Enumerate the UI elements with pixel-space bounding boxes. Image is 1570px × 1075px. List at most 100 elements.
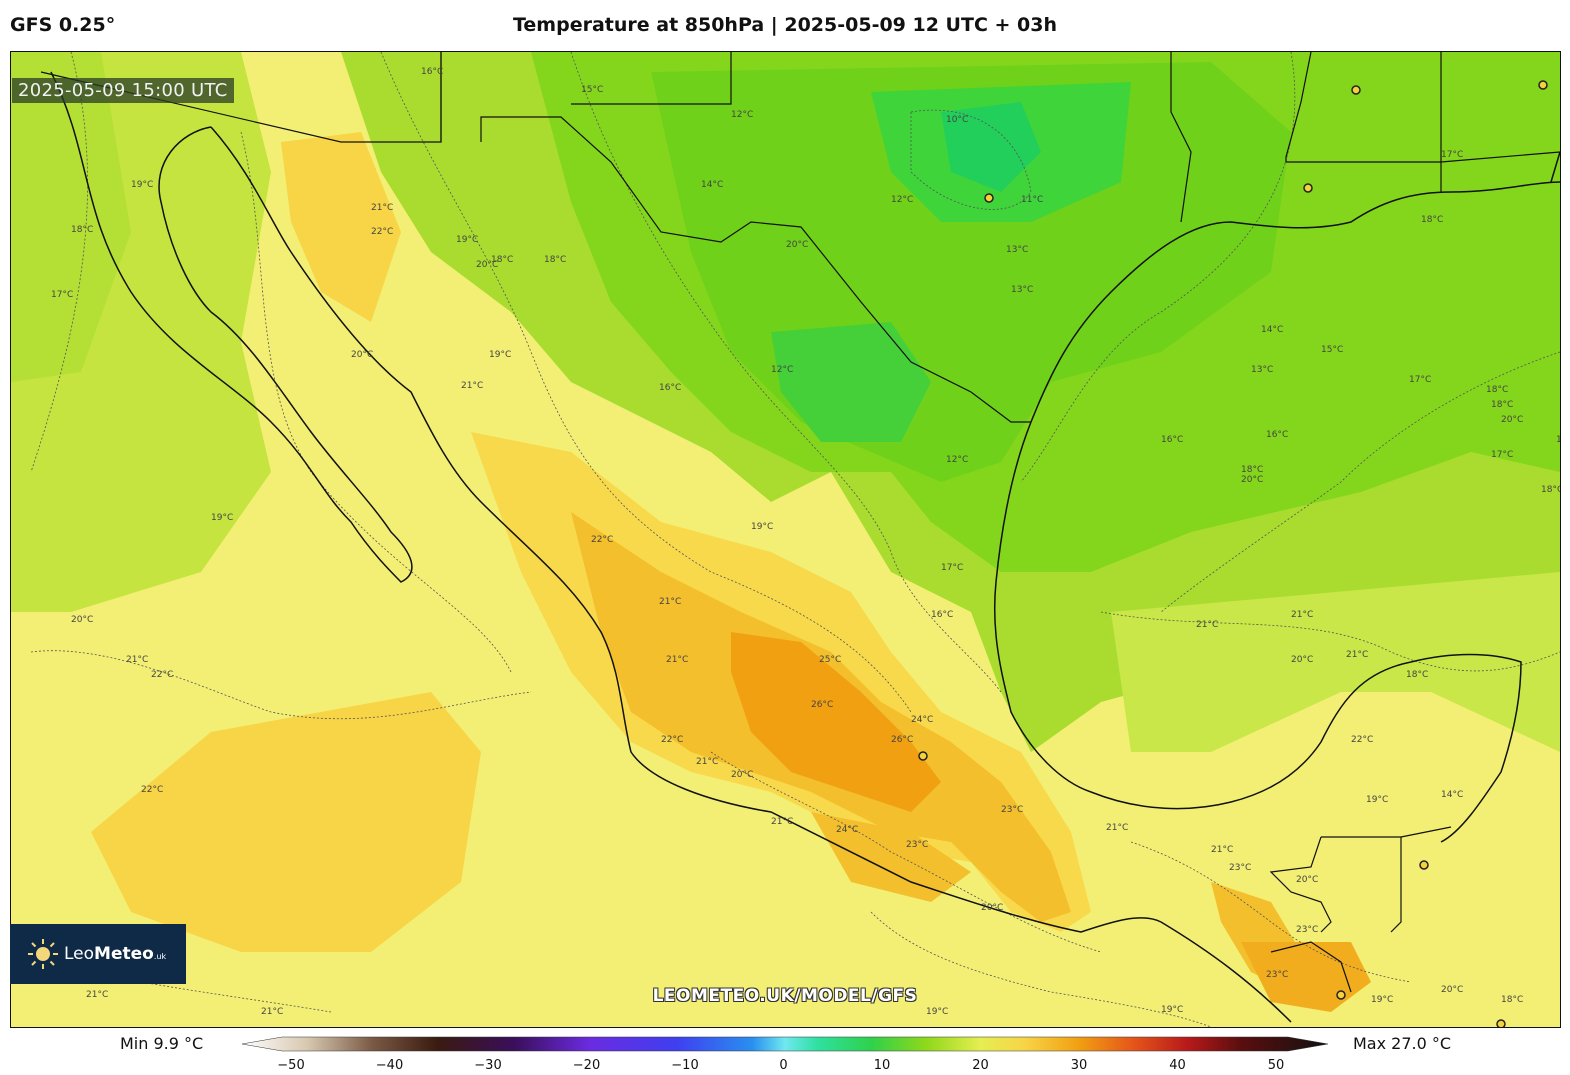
coldest-core-zone xyxy=(941,102,1041,192)
colorbar-tick-label: −40 xyxy=(375,1058,404,1073)
contour-label: 12°C xyxy=(891,195,913,205)
max-temperature-label: Max 27.0 °C xyxy=(1353,1034,1452,1053)
contour-label: 21°C xyxy=(86,990,108,1000)
colorbar-tick-label: 50 xyxy=(1267,1058,1285,1073)
contour-label: 22°C xyxy=(591,535,613,545)
logo-text: LeoMeteo.uk xyxy=(64,944,167,964)
contour-label: 21°C xyxy=(1196,620,1218,630)
contour-label: 15°C xyxy=(1321,345,1343,355)
contour-label: 20°C xyxy=(1296,875,1318,885)
contour-label: 20°C xyxy=(1241,475,1263,485)
contour-label: 12°C xyxy=(771,365,793,375)
temperature-map: 16°C 15°C 12°C 10°C 12°C 11°C 14°C 13°C 19°C 18°C… xyxy=(11,52,1560,1027)
contour-label: 20°C xyxy=(71,615,93,625)
contour-label: 18°C xyxy=(1241,465,1263,475)
contour-label: 16°C xyxy=(1266,430,1288,440)
contour-label: 16°C xyxy=(931,610,953,620)
contour-label: 21°C xyxy=(1211,845,1233,855)
colorbar-tick-label: 10 xyxy=(873,1058,891,1073)
contour-label: 20°C xyxy=(1441,985,1463,995)
contour-label: 22°C xyxy=(1351,735,1373,745)
contour-label: 20°C xyxy=(1291,655,1313,665)
contour-label: 19°C xyxy=(1371,995,1393,1005)
contour-label: 14°C xyxy=(701,180,723,190)
contour-label: 14°C xyxy=(1261,325,1283,335)
contour-label: 23°C xyxy=(1229,863,1251,873)
contour-label: 22°C xyxy=(141,785,163,795)
contour-label: 23°C xyxy=(906,840,928,850)
contour-label: 20°C xyxy=(981,903,1003,913)
contour-labels: 16°C 15°C 12°C 10°C 12°C 11°C 14°C 13°C 19°C 18°C… xyxy=(51,67,1560,1017)
contour-label: 12°C xyxy=(731,110,753,120)
city-markers xyxy=(918,80,1548,1027)
min-temperature-label: Min 9.9 °C xyxy=(120,1034,204,1053)
contour-label: 13°C xyxy=(1251,365,1273,375)
contour-label: 15°C xyxy=(581,85,603,95)
contour-label: 16°C xyxy=(421,67,443,77)
guerrero-warm-zone xyxy=(811,812,971,902)
contour-label: 21°C xyxy=(1346,650,1368,660)
contour-label: 17°C xyxy=(1491,450,1513,460)
model-name: GFS 0.25° xyxy=(10,14,116,36)
south-texas-cold-zone xyxy=(771,322,931,442)
contour-label: 21°C xyxy=(659,597,681,607)
map-title: Temperature at 850hPa | 2025-05-09 12 UT… xyxy=(512,14,1058,36)
pacific-warm-pool xyxy=(91,692,481,952)
contour-label: 13°C xyxy=(1006,245,1028,255)
contour-label: 21°C xyxy=(461,381,483,391)
contour-label: 18°C xyxy=(491,255,513,265)
borders xyxy=(40,52,1560,993)
hottest-core-zone xyxy=(731,632,941,812)
sonora-warm-zone xyxy=(281,132,401,322)
contour-label: 17°C xyxy=(941,563,963,573)
contour-label: 22°C xyxy=(151,670,173,680)
contour-label: 21°C xyxy=(371,203,393,213)
colorbar-tick-label: 40 xyxy=(1169,1058,1186,1073)
contour-label: 19°C xyxy=(131,180,153,190)
contour-label: 18°C xyxy=(71,225,93,235)
contour-label: 21°C xyxy=(1106,823,1128,833)
contour-label: 20°C xyxy=(476,260,498,270)
contour-label: 19°C xyxy=(751,522,773,532)
contour-label: 19°C xyxy=(456,235,478,245)
gulf-south-zone xyxy=(1111,572,1560,752)
contour-label: 24°C xyxy=(911,715,933,725)
contour-label: 21°C xyxy=(666,655,688,665)
contour-label: 18°C xyxy=(544,255,566,265)
contour-label: 18°C xyxy=(1486,385,1508,395)
contour-label: 21°C xyxy=(696,757,718,767)
contour-label: 19°C xyxy=(211,513,233,523)
contour-label: 18°C xyxy=(1501,995,1523,1005)
contour-label: 20°C xyxy=(1501,415,1523,425)
contour-label: 23°C xyxy=(1296,925,1318,935)
contour-label: 10°C xyxy=(946,115,968,125)
contour-label: 21°C xyxy=(126,655,148,665)
contour-label: 16°C xyxy=(1161,435,1183,445)
contour-label: 21°C xyxy=(771,817,793,827)
contour-label: 18°C xyxy=(1406,670,1428,680)
contour-label: 20°C xyxy=(351,350,373,360)
contour-label: 19°C xyxy=(1366,795,1388,805)
contour-label: 24°C xyxy=(836,825,858,835)
contour-label: 16°C xyxy=(659,383,681,393)
contour-label: 13°C xyxy=(1011,285,1033,295)
colorbar-tick-label: 30 xyxy=(1070,1058,1088,1073)
leometeo-logo[interactable]: LeoMeteo.uk xyxy=(10,924,186,984)
contour-label: 18°C xyxy=(1491,400,1513,410)
contour-label: 12°C xyxy=(946,455,968,465)
contour-label: 21°C xyxy=(261,1007,283,1017)
contour-label: 25°C xyxy=(819,655,841,665)
contour-label: 26°C xyxy=(891,735,913,745)
contour-label: 13°C xyxy=(1556,435,1560,445)
contour-label: 19°C xyxy=(926,1007,948,1017)
isotherm-lines xyxy=(11,52,1560,1027)
colorbar-tick-label: 0 xyxy=(779,1058,788,1073)
pacific-cool-zone xyxy=(11,52,131,382)
valid-time-badge: 2025-05-09 15:00 UTC xyxy=(12,78,234,103)
temperature-colorbar xyxy=(242,1036,1328,1052)
colorbar-tick-label: 20 xyxy=(972,1058,989,1073)
contour-label: 19°C xyxy=(1161,1005,1183,1015)
map-panel[interactable]: 16°C 15°C 12°C 10°C 12°C 11°C 14°C 13°C 19°C 18°C… xyxy=(10,51,1561,1028)
contour-label: 22°C xyxy=(661,735,683,745)
contour-label: 23°C xyxy=(1266,970,1288,980)
